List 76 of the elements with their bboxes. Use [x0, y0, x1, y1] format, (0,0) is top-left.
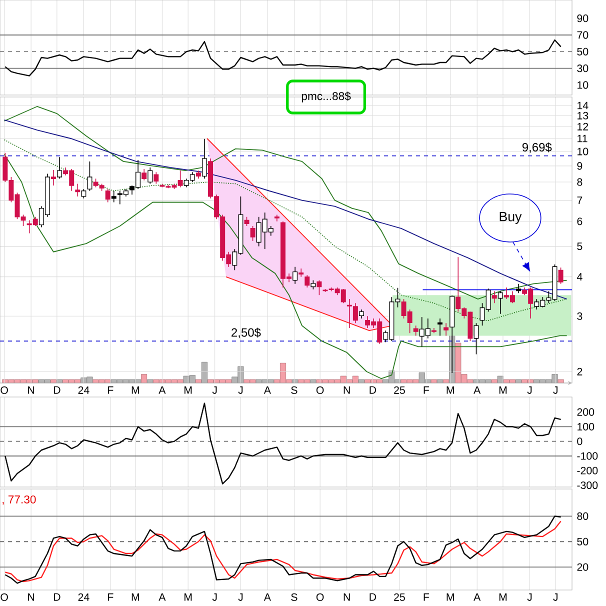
x-tick-label: O [0, 386, 8, 394]
x-tick-label: J [238, 593, 243, 601]
x-tick-label: J [238, 386, 243, 394]
y-tick-label: -300 [577, 481, 598, 490]
y-tick-label: 5 [577, 242, 582, 250]
x-tick-label: F [108, 593, 114, 601]
x-tick-label: J [212, 386, 217, 394]
y-tick-label: 80 [577, 512, 588, 520]
y-tick-label: 7 [577, 196, 582, 204]
y-tick-label: 2 [577, 368, 582, 376]
x-tick-label: N [28, 386, 34, 394]
x-tick-label: A [474, 386, 481, 394]
y-tick-label: 8 [577, 178, 582, 186]
x-tick-label: M [132, 386, 140, 394]
x-tick-label: N [344, 593, 350, 601]
x-tick-label: A [264, 593, 271, 601]
ref-line-label: 2,50$ [232, 328, 261, 338]
y-tick-label: 200 [577, 408, 594, 416]
x-tick-label: F [424, 386, 430, 394]
y-tick-label: 11 [578, 134, 588, 142]
x-tick-label: J [212, 593, 217, 601]
x-tick-label: J [527, 386, 532, 394]
x-tick-label: M [499, 593, 507, 601]
y-tick-label: 6 [577, 218, 582, 226]
x-tick-label: O [316, 593, 324, 601]
y-tick-label: 30 [577, 64, 588, 72]
y-tick-label: 14 [578, 102, 588, 110]
x-tick-label: D [54, 386, 60, 394]
x-tick-label: O [0, 593, 8, 601]
y-tick-label: 50 [577, 538, 588, 546]
y-tick-label: 4 [576, 273, 582, 280]
x-tick-label: O [316, 386, 324, 394]
x-tick-label: 24 [78, 386, 90, 394]
y-tick-label: 12 [578, 122, 588, 130]
x-tick-label: 25 [394, 593, 405, 601]
y-tick-label: 3 [577, 312, 582, 320]
annotation: pmc...88$ [302, 92, 351, 102]
y-tick-label: 10 [578, 148, 588, 156]
x-tick-label: S [291, 593, 298, 601]
x-tick-label: M [499, 386, 507, 394]
x-tick-label: D [370, 593, 376, 601]
y-tick-label: 50 [577, 48, 588, 56]
x-tick-label: M [184, 386, 192, 394]
x-tick-label: F [424, 593, 430, 601]
y-tick-label: 13 [578, 112, 588, 120]
x-tick-label: 25 [394, 386, 405, 394]
x-tick-label: N [344, 386, 350, 394]
y-tick-label: -200 [577, 466, 598, 474]
x-tick-label: A [264, 386, 271, 394]
x-tick-label: A [158, 386, 166, 394]
x-tick-label: A [158, 593, 166, 601]
y-tick-label: -100 [577, 452, 598, 460]
x-tick-label: N [28, 593, 34, 601]
x-tick-label: M [446, 593, 454, 601]
x-tick-label: D [54, 593, 60, 601]
annotation: Buy [500, 212, 522, 224]
x-tick-label: J [553, 593, 558, 601]
x-tick-label: M [184, 593, 192, 601]
x-tick-label: S [291, 386, 298, 394]
y-tick-label: 10 [578, 81, 588, 89]
y-tick-label: 70 [577, 31, 588, 39]
x-tick-label: 24 [78, 593, 90, 601]
y-tick-label: 100 [578, 422, 594, 430]
annotation: , 77.30 [2, 495, 36, 505]
y-tick-label: 0 [577, 438, 582, 446]
y-tick-label: 90 [577, 14, 588, 22]
x-tick-label: J [553, 386, 558, 394]
x-tick-label: M [446, 386, 454, 394]
ref-line-label: 9,69$ [522, 142, 552, 153]
x-tick-label: F [108, 386, 114, 394]
x-tick-label: D [370, 386, 376, 394]
x-tick-label: M [132, 593, 140, 601]
x-tick-label: J [527, 593, 532, 601]
x-tick-label: A [474, 593, 481, 601]
y-tick-label: 20 [577, 563, 588, 571]
y-tick-label: 9 [577, 162, 582, 170]
